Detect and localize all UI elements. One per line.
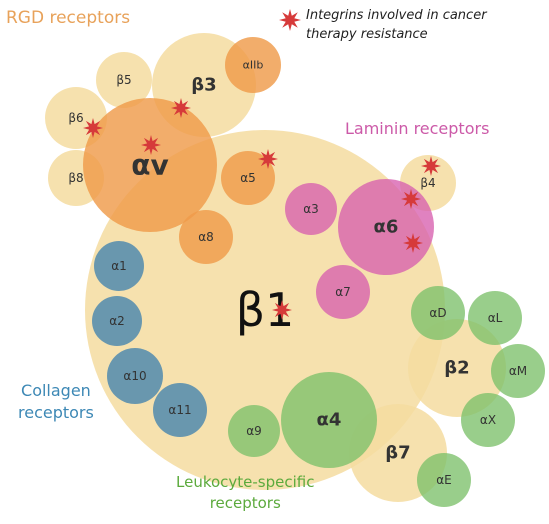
label-alpha8: α8	[198, 230, 214, 244]
leukocyte-receptors-label: Leukocyte-specific receptors	[176, 472, 314, 514]
circle-beta2	[408, 319, 506, 417]
legend-line1: Integrins involved in cancer	[306, 8, 487, 23]
circle-alpha9	[228, 405, 280, 457]
circle-alpha2	[92, 296, 142, 346]
leukocyte-label-line1: Leukocyte-specific	[176, 473, 315, 491]
circle-alpha10	[107, 348, 163, 404]
resistance-marker-alpha6	[401, 189, 421, 209]
circle-alpha5	[221, 151, 275, 205]
label-alpha11: α11	[168, 403, 191, 417]
label-alphav: αv	[131, 149, 169, 182]
legend-text: Integrins involved in cancer therapy res…	[306, 6, 487, 44]
label-alpha6: α6	[374, 217, 399, 238]
circle-alpha3	[285, 183, 337, 235]
resistance-marker-beta1	[272, 300, 292, 320]
circle-alphaM	[491, 344, 545, 398]
legend-line2: therapy resistance	[306, 27, 428, 42]
label-beta4: β4	[420, 176, 435, 190]
label-alpha10: α10	[123, 369, 146, 383]
label-alpha4: α4	[317, 410, 342, 431]
label-alpha5: α5	[240, 171, 256, 185]
label-beta2: β2	[444, 358, 469, 379]
label-beta6: β6	[68, 111, 83, 125]
legend-marker-icon	[279, 9, 301, 31]
label-alphaL: αL	[488, 311, 503, 325]
circle-alphaD	[411, 286, 465, 340]
circle-alphaX	[461, 393, 515, 447]
label-beta3: β3	[191, 75, 216, 96]
laminin-receptors-label: Laminin receptors	[345, 119, 490, 138]
label-beta5: β5	[116, 73, 131, 87]
circle-alphav	[83, 98, 217, 232]
circle-alpha11	[153, 383, 207, 437]
leukocyte-label-line2: receptors	[209, 494, 281, 512]
label-alpha7: α7	[335, 285, 351, 299]
label-alphaX: αX	[480, 413, 496, 427]
resistance-marker-beta3	[171, 98, 191, 118]
circle-alpha8	[179, 210, 233, 264]
label-alphaM: αM	[509, 364, 527, 378]
resistance-marker-alpha6-1	[403, 233, 423, 253]
label-alpha1: α1	[111, 259, 127, 273]
resistance-marker-alphav	[141, 135, 161, 155]
rgd-receptors-label: RGD receptors	[6, 8, 131, 28]
resistance-marker-alpha5	[258, 149, 278, 169]
label-alphaD: αD	[429, 306, 446, 320]
resistance-marker-beta4	[421, 156, 441, 176]
circle-alpha7	[316, 265, 370, 319]
label-alpha9: α9	[246, 424, 262, 438]
label-alphaE: αE	[436, 473, 452, 487]
label-beta7: β7	[385, 443, 410, 464]
collagen-label-line1: Collagen	[21, 381, 91, 400]
circle-alpha1	[94, 241, 144, 291]
label-alphaIIb: αIIb	[243, 59, 264, 72]
resistance-marker-beta6	[83, 118, 103, 138]
collagen-label-line2: receptors	[18, 403, 94, 422]
label-alpha3: α3	[303, 202, 319, 216]
circle-alphaL	[468, 291, 522, 345]
label-alpha2: α2	[109, 314, 125, 328]
collagen-receptors-label: Collagen receptors	[18, 380, 94, 424]
circle-alpha4	[281, 372, 377, 468]
circle-alphaE	[417, 453, 471, 507]
label-beta8: β8	[68, 171, 83, 185]
circle-beta5	[96, 52, 152, 108]
circle-alphaIIb	[225, 37, 281, 93]
